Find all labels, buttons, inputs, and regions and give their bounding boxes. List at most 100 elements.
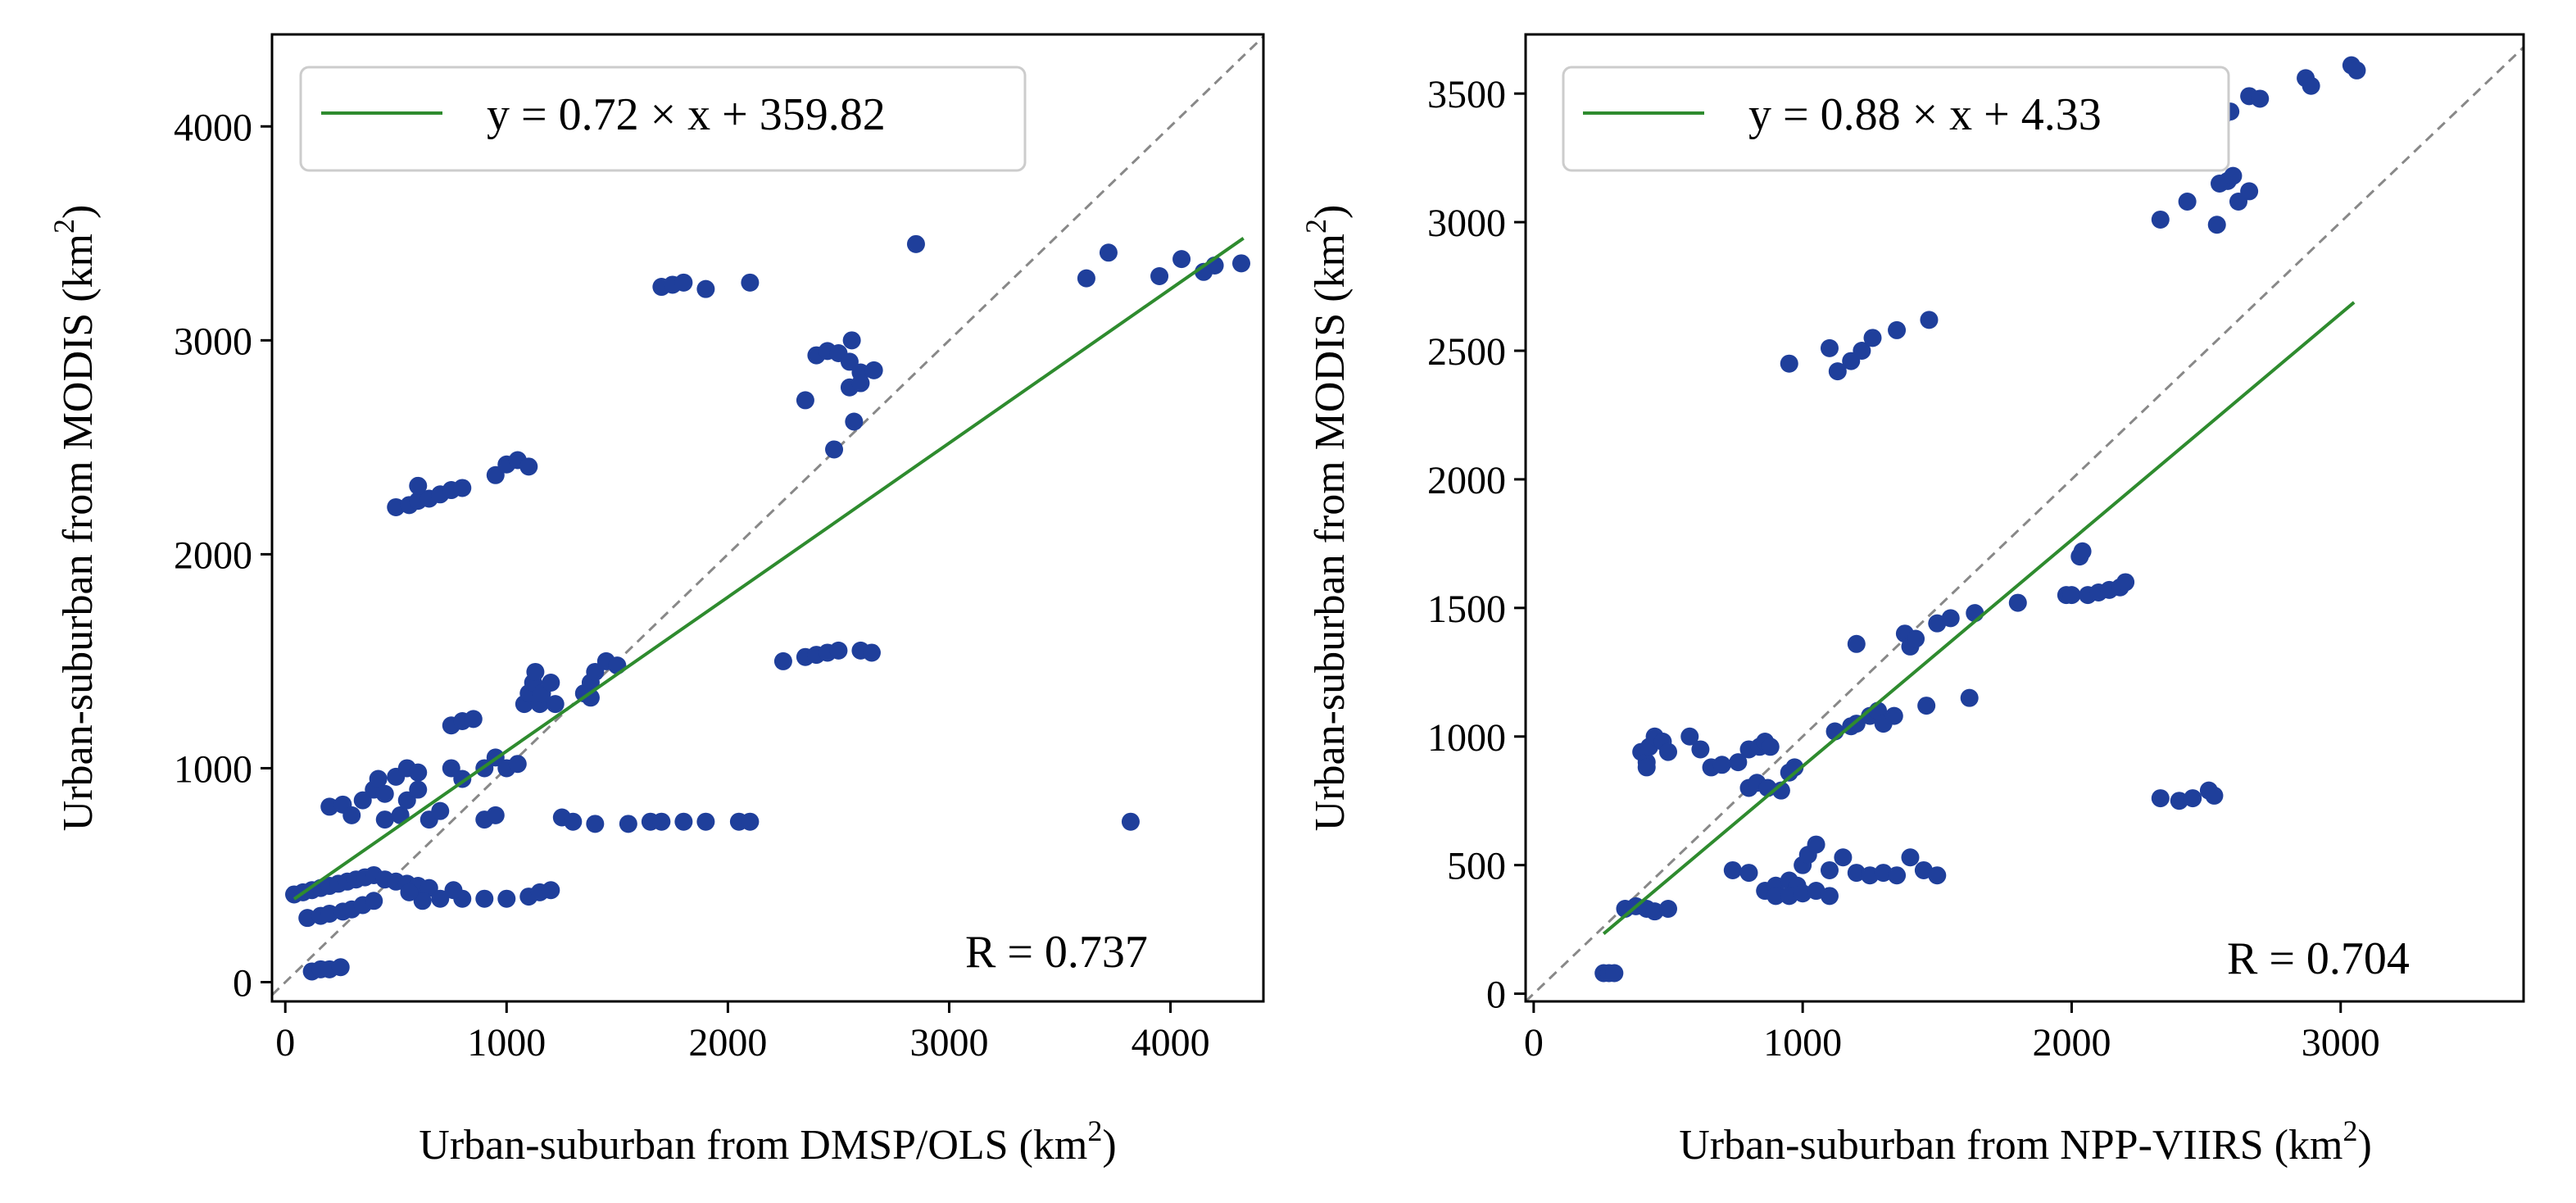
- data-point: [1820, 887, 1839, 906]
- plot-frame: [1524, 33, 2525, 1003]
- data-point: [486, 465, 505, 484]
- data-point: [586, 662, 605, 681]
- data-point: [2178, 192, 2197, 211]
- x-tick-label: 2000: [2032, 1021, 2111, 1065]
- x-axis-label: Urban-suburban from NPP-VIIRS (km2): [1679, 1114, 2372, 1169]
- legend-label: y = 0.88 × x + 4.33: [1748, 89, 2102, 140]
- data-point: [475, 889, 494, 908]
- data-point: [1739, 864, 1758, 883]
- data-point: [1231, 254, 1250, 273]
- identity-line: [1526, 46, 2524, 1001]
- data-point: [1729, 753, 1748, 772]
- data-point: [444, 881, 463, 900]
- data-point: [298, 909, 317, 928]
- data-point: [796, 391, 814, 410]
- y-tick-label: 2500: [1427, 330, 1506, 374]
- y-tick-label: 2000: [174, 533, 252, 577]
- data-point: [1659, 900, 1677, 919]
- data-point: [696, 279, 715, 298]
- data-point: [845, 412, 864, 431]
- panel-dmsp-vs-modis: 0 1000 2000 3000 4000 0 1000 2000 3000 4000 y = …: [48, 33, 1265, 1169]
- fit-line: [1602, 301, 2356, 935]
- y-tick-label: 500: [1447, 845, 1506, 888]
- data-point: [1712, 756, 1731, 774]
- data-point: [674, 812, 693, 831]
- data-point: [342, 806, 361, 824]
- scatter-points: [1594, 56, 2366, 983]
- data-point: [526, 662, 545, 681]
- data-point: [431, 889, 450, 908]
- scatter-points: [285, 234, 1250, 981]
- data-point: [397, 791, 416, 810]
- r-value: R = 0.737: [965, 927, 1148, 978]
- x-axis-ticks: 0 1000 2000 3000: [1524, 1001, 2380, 1065]
- identity-line: [272, 35, 1263, 996]
- x-axis-label: Urban-suburban from DMSP/OLS (km2): [419, 1114, 1116, 1169]
- data-point: [400, 883, 419, 901]
- data-point: [2347, 61, 2366, 79]
- data-point: [741, 273, 760, 292]
- y-axis-label: Urban-suburban from MODIS (km2): [1299, 205, 1354, 832]
- data-point: [1917, 697, 1936, 715]
- data-point: [369, 769, 388, 788]
- data-point: [1960, 688, 1979, 707]
- data-point: [608, 656, 627, 675]
- data-point: [1863, 329, 1882, 347]
- legend: y = 0.72 × x + 359.82: [299, 66, 1027, 172]
- data-point: [2184, 789, 2202, 808]
- data-point: [2205, 786, 2224, 805]
- data-point: [1941, 609, 1960, 628]
- data-point: [1928, 866, 1947, 885]
- data-point: [1780, 354, 1798, 373]
- x-axis-ticks: 0 1000 2000 3000 4000: [275, 1001, 1210, 1065]
- data-point: [409, 780, 428, 799]
- y-axis-ticks: 0 1000 2000 3000 4000: [174, 106, 272, 1006]
- y-tick-label: 3000: [174, 320, 252, 363]
- data-point: [320, 797, 339, 816]
- data-point: [581, 688, 600, 707]
- data-point: [864, 361, 883, 379]
- x-tick-label: 1000: [1763, 1021, 1842, 1065]
- data-point: [2207, 216, 2226, 234]
- data-point: [906, 234, 925, 253]
- data-point: [453, 479, 472, 497]
- data-point: [1785, 758, 1804, 777]
- data-point: [1847, 864, 1866, 883]
- data-point: [1828, 362, 1847, 381]
- data-point: [387, 497, 406, 516]
- data-point: [1901, 848, 1920, 867]
- data-point: [1794, 884, 1812, 903]
- data-point: [431, 801, 450, 820]
- y-axis-label: Urban-suburban from MODIS (km2): [48, 205, 102, 832]
- y-tick-label: 1000: [1427, 716, 1506, 760]
- data-point: [353, 791, 372, 810]
- fit-line: [293, 237, 1245, 901]
- data-point: [375, 810, 394, 829]
- data-point: [2073, 542, 2092, 561]
- legend-label: y = 0.72 × x + 359.82: [487, 89, 886, 140]
- data-point: [2151, 210, 2170, 229]
- data-point: [1761, 738, 1780, 756]
- data-point: [2251, 89, 2270, 108]
- data-point: [2151, 789, 2170, 808]
- data-point: [2170, 792, 2188, 810]
- data-point: [2062, 586, 2081, 605]
- data-point: [586, 815, 605, 833]
- y-tick-label: 0: [233, 962, 252, 1006]
- y-tick-label: 3500: [1427, 73, 1506, 116]
- data-point: [1807, 835, 1825, 854]
- y-tick-label: 4000: [174, 106, 252, 149]
- data-point: [519, 457, 538, 476]
- y-tick-label: 1000: [174, 747, 252, 791]
- data-point: [1888, 866, 1907, 885]
- data-point: [442, 759, 460, 778]
- data-point: [1907, 629, 1925, 648]
- data-point: [409, 476, 428, 495]
- data-point: [320, 904, 339, 923]
- data-point: [1888, 320, 1907, 339]
- data-point: [1834, 848, 1853, 867]
- data-point: [2302, 76, 2320, 95]
- data-point: [862, 643, 881, 662]
- y-tick-label: 0: [1486, 974, 1506, 1017]
- data-point: [1820, 338, 1839, 357]
